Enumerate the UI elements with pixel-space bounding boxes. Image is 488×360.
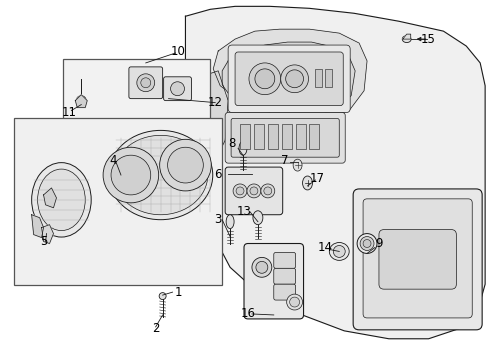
Circle shape <box>260 184 274 198</box>
Polygon shape <box>213 29 366 118</box>
Text: 12: 12 <box>207 96 222 109</box>
FancyBboxPatch shape <box>235 52 343 105</box>
FancyBboxPatch shape <box>273 252 295 268</box>
Bar <box>309 125 319 149</box>
Polygon shape <box>185 6 484 339</box>
Polygon shape <box>402 34 410 39</box>
FancyBboxPatch shape <box>163 77 191 100</box>
Text: 15: 15 <box>420 33 435 46</box>
Circle shape <box>359 237 373 251</box>
Text: 3: 3 <box>214 213 222 226</box>
Bar <box>281 125 291 149</box>
Circle shape <box>103 147 158 203</box>
Text: 6: 6 <box>214 167 222 181</box>
FancyBboxPatch shape <box>352 189 481 330</box>
Circle shape <box>285 70 303 88</box>
FancyBboxPatch shape <box>273 284 295 300</box>
Text: 8: 8 <box>228 137 235 150</box>
Circle shape <box>233 184 246 198</box>
Bar <box>295 125 305 149</box>
Circle shape <box>255 261 267 273</box>
FancyBboxPatch shape <box>231 118 339 157</box>
Bar <box>267 125 277 149</box>
Polygon shape <box>188 71 228 160</box>
Polygon shape <box>32 215 43 238</box>
Ellipse shape <box>159 293 166 300</box>
FancyBboxPatch shape <box>244 243 303 319</box>
Circle shape <box>251 257 271 277</box>
Circle shape <box>249 187 257 195</box>
Ellipse shape <box>38 169 85 231</box>
Bar <box>253 125 264 149</box>
Circle shape <box>264 187 271 195</box>
Bar <box>315 69 322 87</box>
FancyBboxPatch shape <box>273 268 295 284</box>
Ellipse shape <box>225 215 234 229</box>
Text: 16: 16 <box>240 307 255 320</box>
Circle shape <box>362 239 370 247</box>
Ellipse shape <box>32 163 91 237</box>
Bar <box>14 118 222 285</box>
Text: 17: 17 <box>309 171 324 185</box>
Text: 9: 9 <box>374 237 382 250</box>
Circle shape <box>246 184 260 198</box>
Ellipse shape <box>239 141 246 155</box>
Ellipse shape <box>292 159 302 171</box>
Text: 14: 14 <box>317 241 332 254</box>
Ellipse shape <box>356 234 376 253</box>
Circle shape <box>76 96 86 105</box>
Ellipse shape <box>252 211 263 225</box>
Text: 10: 10 <box>171 45 185 58</box>
FancyBboxPatch shape <box>228 45 349 113</box>
Bar <box>325 69 332 87</box>
FancyBboxPatch shape <box>224 167 282 215</box>
Text: 1: 1 <box>174 285 182 299</box>
Circle shape <box>286 294 302 310</box>
Circle shape <box>111 155 150 195</box>
Circle shape <box>289 297 299 307</box>
FancyBboxPatch shape <box>129 67 163 99</box>
Bar <box>240 125 249 149</box>
Text: 2: 2 <box>152 322 159 336</box>
Circle shape <box>137 74 154 92</box>
Polygon shape <box>222 42 354 117</box>
Ellipse shape <box>402 36 410 42</box>
Polygon shape <box>75 95 87 108</box>
Circle shape <box>280 65 308 93</box>
Circle shape <box>141 78 150 88</box>
FancyBboxPatch shape <box>224 113 345 163</box>
Circle shape <box>333 246 345 257</box>
Ellipse shape <box>108 130 212 220</box>
Circle shape <box>167 147 203 183</box>
Circle shape <box>160 139 211 191</box>
Ellipse shape <box>302 176 312 190</box>
Text: 13: 13 <box>236 205 251 218</box>
Polygon shape <box>41 225 53 243</box>
Text: 7: 7 <box>281 154 288 167</box>
Circle shape <box>170 82 184 96</box>
FancyBboxPatch shape <box>378 230 455 289</box>
Ellipse shape <box>328 243 348 260</box>
Text: 4: 4 <box>109 154 117 167</box>
Bar <box>63 59 210 129</box>
Circle shape <box>254 69 274 89</box>
Polygon shape <box>43 188 56 208</box>
Text: 11: 11 <box>62 106 77 119</box>
Text: 5: 5 <box>40 235 47 248</box>
FancyBboxPatch shape <box>362 199 471 318</box>
Circle shape <box>248 63 280 95</box>
Ellipse shape <box>113 135 207 215</box>
Circle shape <box>236 187 244 195</box>
